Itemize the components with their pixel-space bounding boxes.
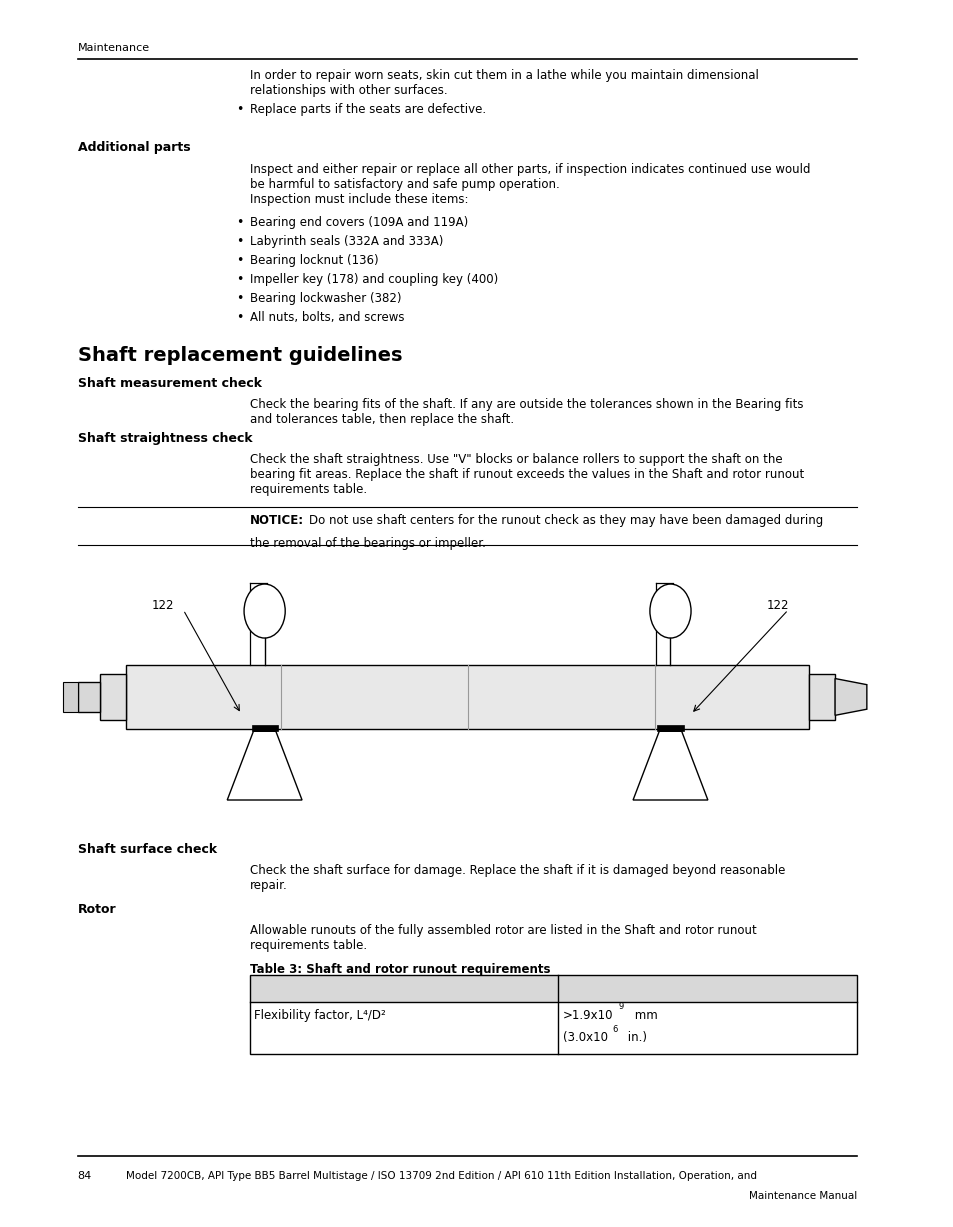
Text: Replace parts if the seats are defective.: Replace parts if the seats are defective… [250,103,485,117]
Text: •: • [235,216,243,229]
Text: In order to repair worn seats, skin cut them in a lathe while you maintain dimen: In order to repair worn seats, skin cut … [250,69,758,97]
Polygon shape [252,725,277,731]
Text: •: • [235,312,243,324]
Text: Shaft measurement check: Shaft measurement check [77,377,261,390]
Text: Additional parts: Additional parts [77,141,190,155]
Polygon shape [633,731,707,800]
Text: Maintenance Manual: Maintenance Manual [748,1191,857,1201]
Circle shape [649,584,690,638]
Text: 122: 122 [766,599,788,612]
Polygon shape [657,725,683,731]
Text: Table 3: Shaft and rotor runout requirements: Table 3: Shaft and rotor runout requirem… [250,963,550,977]
Text: Requirement: Requirement [562,979,648,993]
Text: Bearing lockwasher (382): Bearing lockwasher (382) [250,292,401,306]
Text: •: • [235,254,243,267]
Text: Check the shaft surface for damage. Replace the shaft if it is damaged beyond re: Check the shaft surface for damage. Repl… [250,864,784,892]
Text: 9: 9 [618,1002,623,1011]
Text: Labyrinth seals (332A and 333A): Labyrinth seals (332A and 333A) [250,236,442,248]
Text: 6: 6 [612,1025,618,1033]
Text: the removal of the bearings or impeller.: the removal of the bearings or impeller. [250,537,485,551]
Polygon shape [808,674,834,720]
Text: Bearing locknut (136): Bearing locknut (136) [250,254,378,267]
Text: Shaft surface check: Shaft surface check [77,843,216,856]
Text: Check the shaft straightness. Use "V" blocks or balance rollers to support the s: Check the shaft straightness. Use "V" bl… [250,453,803,496]
Polygon shape [227,731,302,800]
Text: Maintenance: Maintenance [77,43,150,53]
Text: 84: 84 [77,1171,91,1180]
Text: Inspect and either repair or replace all other parts, if inspection indicates co: Inspect and either repair or replace all… [250,163,809,206]
Polygon shape [834,679,866,715]
Text: NOTICE:: NOTICE: [250,514,303,528]
Text: Do not use shaft centers for the runout check as they may have been damaged duri: Do not use shaft centers for the runout … [308,514,822,528]
Text: Check the bearing fits of the shaft. If any are outside the tolerances shown in : Check the bearing fits of the shaft. If … [250,398,802,426]
Text: Characteristic: Characteristic [254,979,347,993]
Polygon shape [77,682,100,712]
Text: 122: 122 [152,599,173,612]
Text: Shaft replacement guidelines: Shaft replacement guidelines [77,346,402,364]
Text: in.): in.) [623,1031,646,1044]
Polygon shape [100,674,126,720]
Polygon shape [63,682,77,712]
Text: All nuts, bolts, and screws: All nuts, bolts, and screws [250,312,404,324]
Polygon shape [250,975,857,1002]
Text: >1.9x10: >1.9x10 [562,1009,613,1022]
Text: Bearing end covers (109A and 119A): Bearing end covers (109A and 119A) [250,216,467,229]
Text: (3.0x10: (3.0x10 [562,1031,607,1044]
Text: •: • [235,292,243,306]
Text: Flexibility factor, L⁴/D²: Flexibility factor, L⁴/D² [254,1009,386,1022]
Text: Allowable runouts of the fully assembled rotor are listed in the Shaft and rotor: Allowable runouts of the fully assembled… [250,924,756,952]
Text: •: • [235,103,243,117]
Text: mm: mm [631,1009,658,1022]
Text: •: • [235,236,243,248]
Text: Shaft straightness check: Shaft straightness check [77,432,252,445]
Text: Model 7200CB, API Type BB5 Barrel Multistage / ISO 13709 2nd Edition / API 610 1: Model 7200CB, API Type BB5 Barrel Multis… [126,1171,757,1180]
Circle shape [244,584,285,638]
Text: •: • [235,274,243,286]
Text: Rotor: Rotor [77,903,116,917]
Text: Impeller key (178) and coupling key (400): Impeller key (178) and coupling key (400… [250,274,497,286]
Polygon shape [126,665,808,729]
